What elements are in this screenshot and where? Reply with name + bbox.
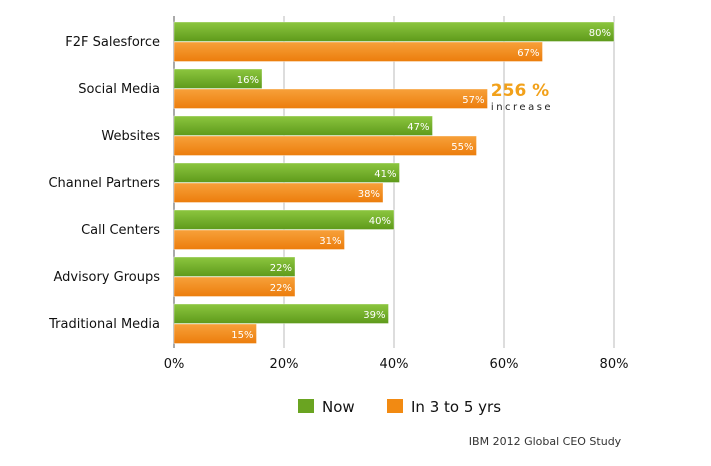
bar-value-label: 57% — [462, 95, 484, 106]
category-label: F2F Salesforce — [65, 35, 160, 50]
bar-value-label: 31% — [319, 236, 341, 247]
bar-in-3-to-5-yrs-social-media — [173, 88, 488, 109]
legend-label-now: Now — [322, 398, 355, 416]
bar-value-label: 47% — [407, 122, 429, 133]
bar-now-advisory-groups — [173, 256, 296, 277]
category-label: Advisory Groups — [54, 270, 161, 285]
bar-in-3-to-5-yrs-advisory-groups — [173, 276, 296, 297]
bar-value-label: 39% — [363, 310, 385, 321]
category-label: Websites — [101, 129, 160, 144]
bar-now-social-media — [173, 68, 263, 89]
bar-in-3-to-5-yrs-traditional-media — [173, 323, 257, 344]
category-label: Call Centers — [81, 223, 160, 238]
bar-in-3-to-5-yrs-websites — [173, 135, 477, 156]
category-label: Social Media — [78, 82, 160, 97]
category-label: Channel Partners — [48, 176, 160, 191]
bar-now-websites — [173, 115, 433, 136]
x-tick-label: 0% — [164, 357, 185, 372]
x-tick-label: 80% — [600, 357, 629, 372]
bar-value-label: 67% — [517, 48, 539, 59]
bar-in-3-to-5-yrs-call-centers — [173, 229, 345, 250]
source-note: IBM 2012 Global CEO Study — [469, 435, 622, 448]
bar-value-label: 16% — [237, 75, 259, 86]
category-label: Traditional Media — [48, 317, 160, 332]
bar-in-3-to-5-yrs-channel-partners — [173, 182, 384, 203]
bar-value-label: 40% — [369, 216, 391, 227]
bar-now-call-centers — [173, 209, 395, 230]
bar-in-3-to-5-yrs-f2f-salesforce — [173, 41, 543, 62]
bar-value-label: 55% — [451, 142, 473, 153]
bars: 80% 67% 16% 57% 47% 55% 41% 38% 40% 31% 22% 22% 39% 1… — [173, 21, 615, 344]
annotation-value: 256 % — [491, 81, 549, 101]
legend-swatch-now — [298, 399, 314, 413]
bar-value-label: 22% — [270, 263, 292, 274]
bar-now-traditional-media — [173, 303, 389, 324]
annotation-label: increase — [491, 102, 553, 113]
bar-value-label: 41% — [374, 169, 396, 180]
bar-now-f2f-salesforce — [173, 21, 615, 42]
bar-value-label: 22% — [270, 283, 292, 294]
x-tick-label: 40% — [380, 357, 409, 372]
legend-label-in-3-to-5-yrs: In 3 to 5 yrs — [411, 398, 501, 416]
legend: Now In 3 to 5 yrs — [298, 398, 501, 416]
category-labels: F2F Salesforce Social Media Websites Channe… — [48, 35, 160, 332]
bar-now-channel-partners — [173, 162, 400, 183]
legend-swatch-in-3-to-5-yrs — [387, 399, 403, 413]
bar-value-label: 15% — [231, 330, 253, 341]
x-tick-labels: 0% 20% 40% 60% 80% — [164, 357, 629, 372]
x-tick-label: 20% — [270, 357, 299, 372]
x-tick-label: 60% — [490, 357, 519, 372]
annotation: 256 % increase — [491, 81, 553, 113]
bar-value-label: 38% — [358, 189, 380, 200]
bar-value-label: 80% — [589, 28, 611, 39]
